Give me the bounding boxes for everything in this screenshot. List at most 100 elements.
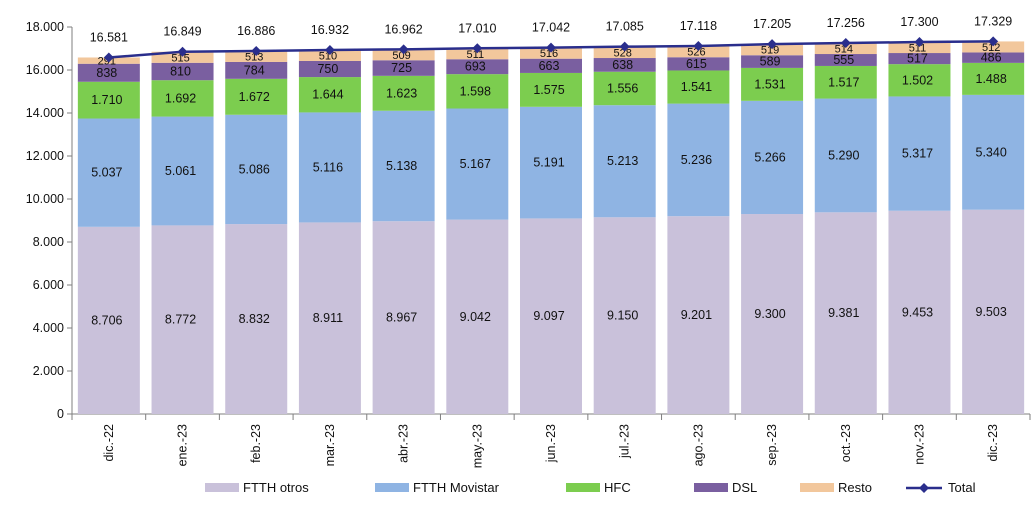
bar-segment-ftth-movistar — [151, 116, 214, 226]
bar-segment-resto — [520, 47, 582, 59]
total-label: 17.085 — [606, 20, 644, 34]
data-label: 663 — [539, 59, 560, 73]
legend-label: FTTH otros — [243, 480, 309, 495]
data-label: 5.213 — [607, 154, 638, 168]
bar-segment-resto — [814, 42, 877, 55]
total-label: 16.581 — [90, 31, 128, 45]
bar-segment-dsl — [520, 58, 582, 73]
legend-label: FTTH Movistar — [413, 480, 500, 495]
bar-segment-ftth-otros — [741, 214, 804, 414]
data-label: 615 — [686, 57, 707, 71]
data-label: 750 — [317, 62, 338, 76]
data-label: 513 — [245, 51, 263, 63]
bar-segment-hfc — [593, 71, 656, 106]
bar-segment-dsl — [372, 60, 435, 76]
total-marker — [177, 46, 188, 57]
data-label: 519 — [761, 45, 779, 57]
data-label: 528 — [614, 47, 632, 59]
data-label: 5.236 — [681, 153, 712, 167]
x-tick-label: may.-23 — [470, 424, 484, 468]
bar-segment-hfc — [962, 62, 1025, 95]
x-tick-label: abr.-23 — [397, 424, 411, 463]
y-tick-label: 8.000 — [33, 235, 64, 249]
data-label: 9.453 — [902, 305, 933, 319]
data-label: 511 — [467, 49, 485, 61]
data-label: 5.061 — [165, 164, 196, 178]
bar-segment-ftth-movistar — [962, 94, 1025, 210]
bar-segment-ftth-otros — [446, 219, 509, 414]
bar-segment-ftth-movistar — [888, 96, 951, 211]
bar-segment-resto — [593, 46, 656, 59]
data-label: 725 — [391, 61, 412, 75]
bar-segment-ftth-otros — [372, 221, 435, 414]
x-tick-label: sep.-23 — [765, 424, 779, 466]
legend-swatch — [566, 483, 600, 492]
total-label: 16.932 — [311, 23, 349, 37]
data-label: 9.150 — [607, 309, 638, 323]
legend-label: DSL — [732, 480, 757, 495]
total-label: 17.256 — [827, 16, 865, 30]
total-label: 16.962 — [384, 22, 422, 36]
y-tick-label: 16.000 — [26, 63, 64, 77]
bar-segment-resto — [962, 41, 1025, 53]
total-marker — [840, 37, 851, 48]
data-label: 1.502 — [902, 73, 933, 87]
bar-segment-hfc — [298, 77, 361, 113]
data-label: 516 — [540, 48, 558, 60]
data-label: 486 — [981, 51, 1002, 65]
data-label: 517 — [907, 52, 928, 66]
data-label: 1.517 — [828, 75, 859, 89]
y-tick-label: 12.000 — [26, 149, 64, 163]
data-label: 8.911 — [313, 311, 343, 325]
total-marker — [619, 41, 630, 52]
data-label: 515 — [171, 52, 189, 64]
y-tick-label: 0 — [57, 407, 64, 421]
data-label: 5.167 — [460, 157, 491, 171]
data-label: 1.541 — [681, 80, 712, 94]
data-label: 509 — [392, 50, 410, 62]
data-label: 5.266 — [754, 150, 785, 164]
bar-segment-dsl — [593, 58, 656, 72]
total-marker — [546, 42, 556, 53]
data-label: 9.300 — [754, 307, 785, 321]
data-label: 589 — [760, 55, 781, 69]
bar-segment-hfc — [372, 75, 435, 111]
data-label: 9.097 — [533, 309, 564, 323]
data-label: 5.290 — [828, 148, 859, 162]
data-label: 5.138 — [386, 159, 417, 173]
data-label: 1.488 — [976, 72, 1007, 86]
y-tick-label: 4.000 — [33, 321, 64, 335]
bar-segment-dsl — [741, 55, 804, 68]
bar-segment-ftth-movistar — [814, 98, 877, 213]
data-label: 5.116 — [313, 160, 343, 174]
bar-segment-resto — [888, 42, 951, 54]
data-label: 5.086 — [239, 162, 270, 176]
legend-label: Resto — [838, 480, 872, 495]
total-marker — [398, 44, 409, 55]
bar-segment-resto — [372, 49, 435, 61]
x-tick-label: ene.-23 — [176, 424, 190, 466]
bar-segment-ftth-otros — [151, 225, 214, 414]
bar-segment-dsl — [667, 57, 730, 71]
data-label: 8.772 — [165, 313, 196, 327]
data-label: 9.503 — [976, 305, 1007, 319]
data-label: 1.575 — [533, 83, 564, 97]
bar-segment-ftth-movistar — [446, 108, 509, 220]
legend-swatch — [800, 483, 834, 492]
total-label: 16.849 — [163, 25, 201, 39]
bar-segment-dsl — [814, 54, 877, 66]
y-tick-label: 18.000 — [26, 20, 64, 34]
bar-segment-ftth-movistar — [77, 118, 140, 227]
data-label: 511 — [909, 43, 927, 55]
data-label: 693 — [465, 60, 486, 74]
bar-segment-dsl — [151, 62, 214, 81]
x-tick-label: oct.-23 — [839, 424, 853, 462]
bar-segment-ftth-otros — [814, 212, 877, 414]
bar-segment-ftth-otros — [593, 217, 656, 414]
data-label: 1.692 — [165, 91, 196, 105]
bar-segment-dsl — [446, 59, 509, 75]
data-label: 810 — [170, 65, 191, 79]
total-marker — [914, 37, 925, 48]
bar-segment-ftth-movistar — [372, 110, 435, 222]
